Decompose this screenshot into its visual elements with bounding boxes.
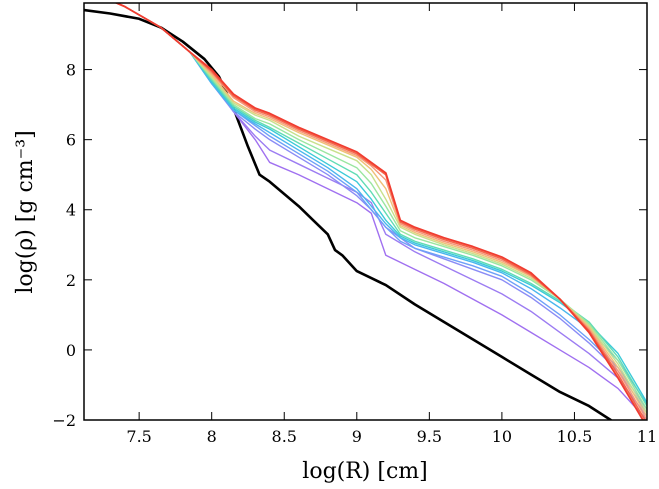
- series-line-12: [114, 3, 646, 420]
- series-line-11: [114, 3, 647, 420]
- series-line-8: [114, 3, 647, 411]
- series-line-7: [114, 3, 647, 407]
- series-line-13: [114, 3, 644, 420]
- x-tick-label-7: 11: [637, 427, 657, 446]
- series-layer: [84, 3, 647, 420]
- y-tick-label-0: −2: [52, 411, 76, 430]
- series-line-6: [114, 3, 647, 404]
- series-line-9: [114, 3, 647, 414]
- series-line-0: [84, 8, 613, 420]
- y-axis-label: log(ρ) [g cm⁻³]: [13, 130, 38, 293]
- x-tick-label-4: 9.5: [417, 427, 442, 446]
- x-tick-label-0: 7.5: [126, 427, 151, 446]
- plot-frame: [83, 2, 648, 421]
- series-line-1: [114, 3, 647, 420]
- x-tick-label-2: 8.5: [272, 427, 297, 446]
- x-tick-label-1: 8: [207, 427, 217, 446]
- y-tick-label-4: 6: [66, 131, 76, 150]
- ticks-layer: 7.5 8 8.5 9 9.5 10 10.5 11 −2 0 2 4 6 8: [52, 3, 657, 446]
- x-tick-label-3: 9: [352, 427, 362, 446]
- y-tick-label-3: 4: [66, 201, 76, 220]
- y-tick-label-2: 2: [66, 271, 76, 290]
- x-axis-label: log(R) [cm]: [302, 459, 427, 484]
- y-tick-label-1: 0: [66, 341, 76, 360]
- x-tick-label-6: 10.5: [557, 427, 593, 446]
- x-tick-label-5: 10: [492, 427, 512, 446]
- y-tick-label-5: 8: [66, 61, 76, 80]
